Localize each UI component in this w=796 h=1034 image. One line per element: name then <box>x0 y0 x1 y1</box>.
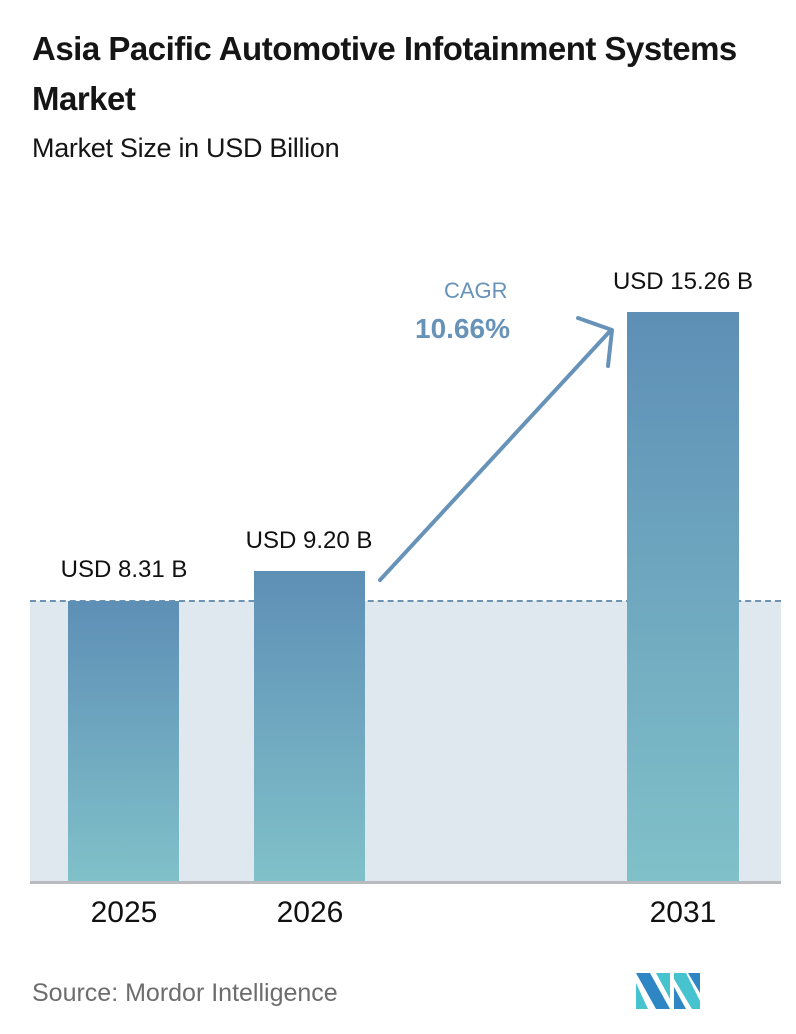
bar-value-label-2025: USD 8.31 B <box>60 556 188 583</box>
bar-2025 <box>68 601 179 882</box>
cagr-value: 10.66% <box>415 313 510 344</box>
bar-value-label-2026: USD 9.20 B <box>245 527 373 554</box>
source-text: Source: Mordor Intelligence <box>32 979 338 1007</box>
bar-2026 <box>254 571 365 882</box>
bar-value-label-2031: USD 15.26 B <box>612 268 754 295</box>
baseline-reference-line <box>30 600 781 602</box>
chart-title: Asia Pacific Automotive Infotainment Sys… <box>32 30 737 117</box>
x-tick-2026: 2026 <box>276 896 344 929</box>
bar-2031 <box>627 312 739 882</box>
cagr-label: CAGR <box>444 278 508 303</box>
x-tick-2031: 2031 <box>649 896 717 929</box>
mordor-intelligence-logo-icon <box>636 973 700 1009</box>
chart-subtitle: Market Size in USD Billion <box>32 133 340 163</box>
x-tick-2025: 2025 <box>90 896 158 929</box>
x-axis-line <box>30 881 781 884</box>
